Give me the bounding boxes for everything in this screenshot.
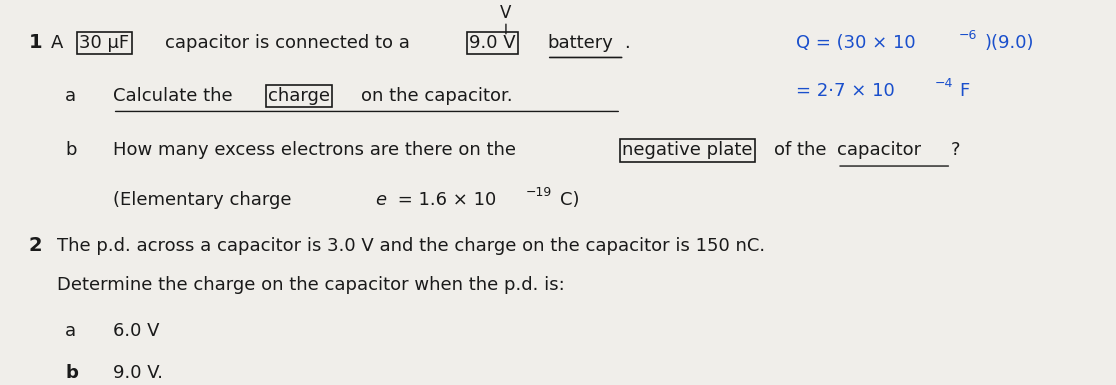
Text: )(9.0): )(9.0) [984, 34, 1033, 52]
Text: −6: −6 [959, 28, 978, 42]
Text: A: A [50, 34, 64, 52]
Text: e: e [375, 191, 386, 209]
Text: Q = (30 × 10: Q = (30 × 10 [796, 34, 916, 52]
Text: How many excess electrons are there on the: How many excess electrons are there on t… [113, 141, 521, 159]
Text: The p.d. across a capacitor is 3.0 V and the charge on the capacitor is 150 nC.: The p.d. across a capacitor is 3.0 V and… [57, 237, 766, 255]
Text: b: b [65, 364, 78, 382]
Text: ?: ? [951, 141, 961, 159]
Text: .: . [625, 34, 631, 52]
Text: 6.0 V: 6.0 V [113, 322, 160, 340]
Text: 2: 2 [29, 236, 42, 255]
Text: of the: of the [775, 141, 833, 159]
Text: Calculate the: Calculate the [113, 87, 238, 105]
Text: = 1.6 × 10: = 1.6 × 10 [392, 191, 497, 209]
Text: V: V [500, 4, 511, 22]
Text: capacitor: capacitor [837, 141, 921, 159]
Text: −19: −19 [526, 186, 552, 199]
Text: a: a [65, 322, 76, 340]
Text: charge: charge [268, 87, 330, 105]
Text: 9.0 V.: 9.0 V. [113, 364, 163, 382]
Text: on the capacitor.: on the capacitor. [360, 87, 512, 105]
Text: C): C) [560, 191, 579, 209]
Text: battery: battery [547, 34, 613, 52]
Text: Determine the charge on the capacitor when the p.d. is:: Determine the charge on the capacitor wh… [57, 276, 565, 295]
Text: 1: 1 [29, 33, 42, 52]
Text: 9.0 V: 9.0 V [470, 34, 516, 52]
Text: = 2·7 × 10: = 2·7 × 10 [796, 82, 895, 100]
Text: (Elementary charge: (Elementary charge [113, 191, 297, 209]
Text: capacitor is connected to a: capacitor is connected to a [165, 34, 410, 52]
Text: F: F [959, 82, 969, 100]
Text: b: b [65, 141, 77, 159]
Text: −4: −4 [934, 77, 953, 90]
Text: 30 μF: 30 μF [79, 34, 129, 52]
Text: negative plate: negative plate [623, 141, 753, 159]
Text: a: a [65, 87, 76, 105]
